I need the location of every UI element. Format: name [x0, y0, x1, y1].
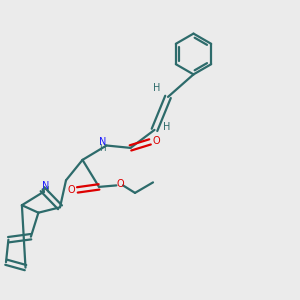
- Text: H: H: [163, 122, 170, 132]
- Text: O: O: [117, 179, 124, 189]
- Text: O: O: [152, 136, 160, 146]
- Text: H: H: [42, 186, 49, 195]
- Text: N: N: [42, 181, 49, 191]
- Text: H: H: [153, 83, 160, 93]
- Text: N: N: [99, 137, 106, 148]
- Text: O: O: [68, 185, 75, 195]
- Text: H: H: [99, 144, 106, 153]
